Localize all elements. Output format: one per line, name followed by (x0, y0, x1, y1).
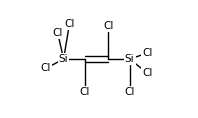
Text: Si: Si (59, 54, 69, 64)
Text: Cl: Cl (142, 48, 153, 58)
Text: Cl: Cl (125, 87, 135, 97)
Text: Si: Si (125, 54, 134, 64)
Text: Cl: Cl (80, 87, 90, 97)
Text: Cl: Cl (64, 19, 75, 29)
Text: Cl: Cl (52, 28, 63, 38)
Text: Cl: Cl (142, 68, 153, 78)
Text: Cl: Cl (41, 63, 51, 73)
Text: Cl: Cl (103, 21, 114, 31)
